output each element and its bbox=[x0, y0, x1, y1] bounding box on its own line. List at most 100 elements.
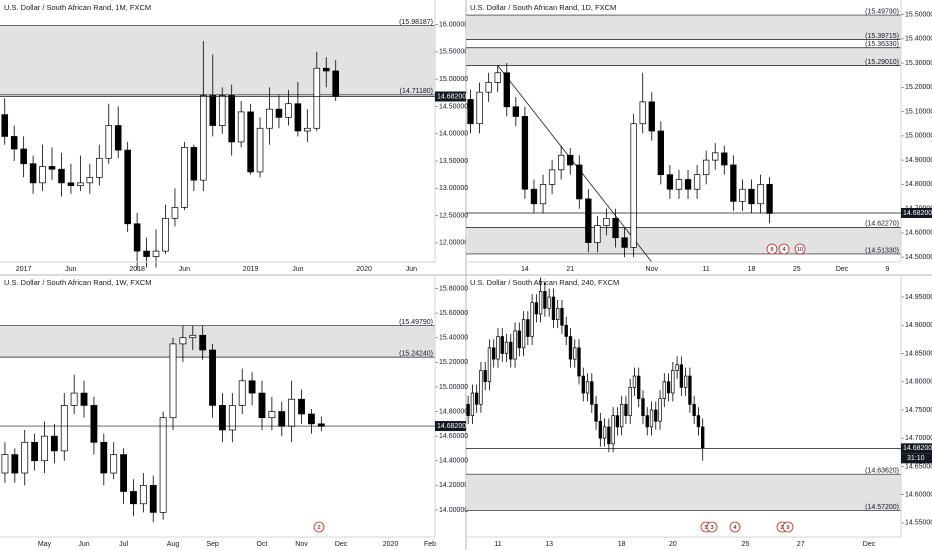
x-tick-label: Aug bbox=[167, 541, 180, 548]
candle-body bbox=[675, 364, 679, 371]
y-tick-label: 14.80000 bbox=[905, 379, 932, 386]
candle-body bbox=[285, 103, 292, 118]
candle-body bbox=[671, 370, 675, 394]
candle-body bbox=[568, 336, 573, 360]
level-label: (14.51330) bbox=[865, 247, 899, 254]
candle-body bbox=[238, 380, 246, 406]
candle-body bbox=[139, 484, 147, 505]
candle-body bbox=[308, 413, 315, 425]
candle-body bbox=[100, 441, 108, 474]
y-tick-label: 14.40000 bbox=[439, 458, 468, 465]
y-tick-label: 14.70000 bbox=[905, 435, 932, 442]
candle-body bbox=[630, 123, 637, 248]
candle-body bbox=[159, 417, 167, 513]
candle-body bbox=[666, 174, 674, 190]
x-tick-label: Dec bbox=[836, 266, 849, 273]
y-tick-label: 15.20000 bbox=[439, 359, 468, 366]
candle-body bbox=[219, 405, 226, 431]
event-label: 8 bbox=[770, 247, 773, 253]
x-tick-label: 20 bbox=[669, 541, 677, 548]
y-tick-label: 14.90000 bbox=[905, 157, 932, 164]
candle-body bbox=[77, 182, 84, 186]
countdown-box bbox=[901, 453, 932, 464]
chart-panel: (15.49790) (15.39715)(15.36330) (15.29010)… bbox=[466, 0, 932, 273]
candle-body bbox=[209, 349, 216, 406]
chart-title: U.S. Dollar / South African Rand, 1D, FX… bbox=[470, 3, 616, 12]
candle-body bbox=[228, 405, 236, 431]
zone bbox=[466, 15, 901, 40]
candle-body bbox=[721, 152, 728, 166]
price-box-label: 14.68200 bbox=[437, 423, 466, 430]
candle-body bbox=[11, 454, 19, 474]
candle-body bbox=[564, 324, 568, 337]
y-tick-label: 15.30000 bbox=[905, 60, 932, 67]
y-tick-label: 13.00000 bbox=[439, 185, 468, 192]
candle-body bbox=[547, 296, 551, 309]
candle-body bbox=[702, 159, 710, 176]
zone bbox=[466, 227, 901, 254]
candle-body bbox=[637, 375, 641, 400]
x-tick-label: 2018 bbox=[129, 266, 145, 273]
event-label: 9 bbox=[786, 525, 789, 531]
candle-body bbox=[503, 72, 510, 108]
candle-body bbox=[181, 147, 188, 208]
candle-body bbox=[256, 127, 264, 173]
candle-body bbox=[288, 398, 296, 427]
candle-body bbox=[666, 381, 671, 394]
candle-body bbox=[199, 334, 207, 351]
candle-body bbox=[1, 454, 9, 474]
candle-body bbox=[560, 307, 564, 326]
candle-body bbox=[266, 108, 273, 129]
candle-body bbox=[556, 307, 560, 320]
y-tick-label: 15.60000 bbox=[439, 310, 468, 317]
y-tick-label: 15.40000 bbox=[905, 36, 932, 43]
candle-body bbox=[766, 184, 773, 214]
candle-body bbox=[557, 154, 565, 171]
candle-body bbox=[712, 152, 719, 161]
candle-body bbox=[573, 347, 577, 360]
candle-body bbox=[96, 157, 103, 178]
candle-body bbox=[615, 415, 620, 428]
x-tick-label: 2019 bbox=[243, 266, 259, 273]
y-tick-label: 12.50000 bbox=[439, 212, 468, 219]
candle-body bbox=[90, 405, 98, 443]
candle-body bbox=[607, 426, 611, 445]
candle-body bbox=[275, 108, 283, 118]
candle-body bbox=[474, 392, 479, 405]
candle-body bbox=[576, 164, 583, 200]
candle-body bbox=[748, 188, 755, 205]
candle-body bbox=[209, 95, 217, 126]
candle-body bbox=[29, 163, 37, 184]
y-tick-label: 15.50000 bbox=[439, 49, 468, 56]
y-tick-label: 15.00000 bbox=[439, 384, 468, 391]
candle-body bbox=[504, 341, 509, 354]
candle-body bbox=[494, 72, 501, 83]
candle-body bbox=[621, 237, 628, 248]
candle-body bbox=[20, 148, 27, 165]
candle-body bbox=[548, 169, 556, 185]
x-tick-label: Sep bbox=[206, 541, 219, 548]
trendline bbox=[497, 65, 653, 263]
event-marker bbox=[778, 243, 790, 255]
candle-body bbox=[581, 375, 585, 394]
y-tick-label: 14.50000 bbox=[439, 103, 468, 110]
candle-body bbox=[304, 127, 311, 132]
y-tick-label: 14.00000 bbox=[439, 131, 468, 138]
x-tick-label: May bbox=[38, 541, 52, 548]
price-box-label: 14.68200 bbox=[437, 93, 466, 100]
candle-body bbox=[594, 403, 598, 422]
level-label: (14.62270) bbox=[865, 221, 899, 228]
candle-body bbox=[152, 250, 160, 257]
candle-body bbox=[21, 441, 29, 474]
level-label: (15.24240) bbox=[399, 350, 433, 357]
candle-body bbox=[114, 125, 122, 151]
candle-body bbox=[322, 67, 330, 72]
candle-body bbox=[130, 491, 137, 505]
candle-body bbox=[521, 319, 526, 349]
y-tick-label: 14.90000 bbox=[905, 322, 932, 329]
x-tick-label: Jun bbox=[179, 266, 190, 273]
event-label: 2 bbox=[780, 525, 783, 531]
level-label: (15.39715) bbox=[865, 33, 899, 40]
candle-body bbox=[479, 370, 483, 405]
candle-body bbox=[105, 125, 113, 159]
